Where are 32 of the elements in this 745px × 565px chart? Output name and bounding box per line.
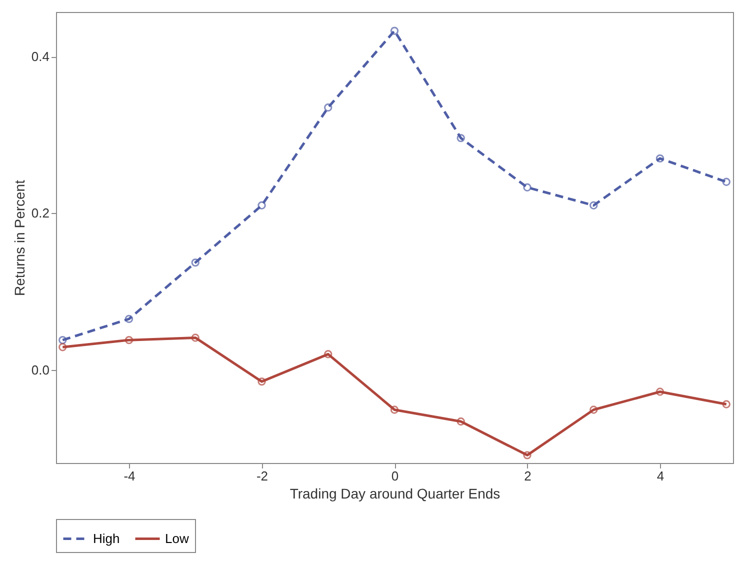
x-tick-label: -4	[124, 468, 136, 484]
x-tick-label: 0	[391, 468, 399, 484]
y-axis-title: Returns in Percent	[11, 180, 28, 296]
x-tick-label: 4	[656, 468, 664, 484]
point	[656, 154, 664, 163]
point	[324, 103, 332, 112]
legend-label: High	[93, 530, 120, 546]
point	[523, 183, 532, 192]
point	[590, 201, 598, 210]
y-tick-label: 0.0	[31, 362, 50, 378]
point	[523, 451, 532, 460]
point	[324, 350, 332, 358]
point	[590, 406, 598, 414]
point	[456, 417, 465, 426]
point	[191, 334, 200, 342]
point	[722, 178, 730, 186]
y-tick-label: 0.4	[31, 49, 50, 64]
point	[390, 406, 399, 414]
point	[258, 201, 266, 210]
point	[124, 314, 134, 324]
point	[390, 26, 399, 35]
point	[191, 258, 200, 267]
y-tick-label: 0.2	[31, 206, 50, 221]
point	[258, 377, 266, 386]
x-axis-title: Trading Day around Quarter Ends	[290, 486, 500, 502]
legend-label: Low	[165, 530, 190, 546]
point	[456, 134, 465, 142]
point	[58, 336, 67, 344]
point	[124, 336, 134, 344]
x-tick-label: 2	[524, 468, 532, 484]
point	[656, 388, 664, 396]
x-tick-label: -2	[256, 468, 268, 484]
